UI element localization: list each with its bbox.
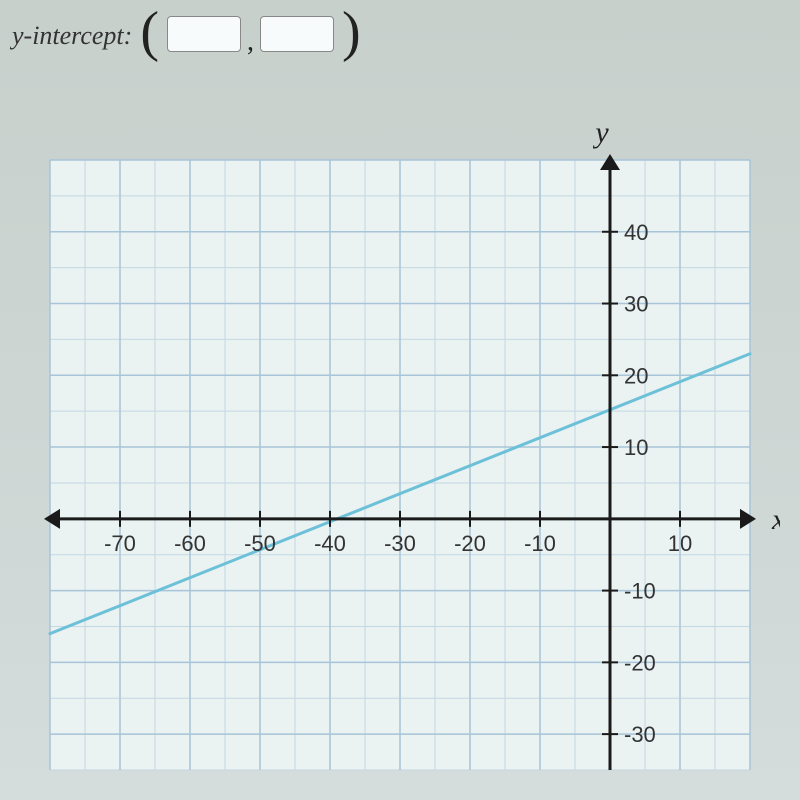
y-intercept-x-input[interactable] [167, 16, 241, 52]
y-tick-label: -30 [624, 722, 656, 747]
coordinate-graph: -70 -60 -50 -40 -30 -20 -10 10 10 20 30 40 -10 -20 -30… [20, 120, 780, 790]
x-tick-label: -70 [104, 531, 136, 556]
y-intercept-prompt: y-intercept: ( , ) [12, 8, 361, 64]
y-tick-label: -10 [624, 579, 656, 604]
y-axis-label: y [592, 120, 609, 149]
x-tick-label: -30 [384, 531, 416, 556]
graph-svg: -70 -60 -50 -40 -30 -20 -10 10 10 20 30 40 -10 -20 -30… [20, 120, 780, 790]
x-tick-label: -60 [174, 531, 206, 556]
y-tick-label: 10 [624, 435, 648, 460]
y-tick-label: -20 [624, 650, 656, 675]
y-tick-label: 20 [624, 363, 648, 388]
x-tick-label: -40 [314, 531, 346, 556]
y-tick-label: 30 [624, 292, 648, 317]
x-tick-label: -50 [244, 531, 276, 556]
close-paren: ) [342, 4, 361, 60]
comma: , [247, 26, 254, 58]
x-tick-label: -10 [524, 531, 556, 556]
x-axis-label: x [771, 503, 780, 536]
x-tick-label: -20 [454, 531, 486, 556]
screenshot-container: y-intercept: ( , ) -70 -60 -50 -40 -30 -20 -10… [0, 0, 800, 800]
prompt-label: y-intercept: [12, 21, 132, 51]
x-tick-label: 10 [668, 531, 692, 556]
y-tick-label: 40 [624, 220, 648, 245]
open-paren: ( [140, 4, 159, 60]
y-intercept-y-input[interactable] [260, 16, 334, 52]
